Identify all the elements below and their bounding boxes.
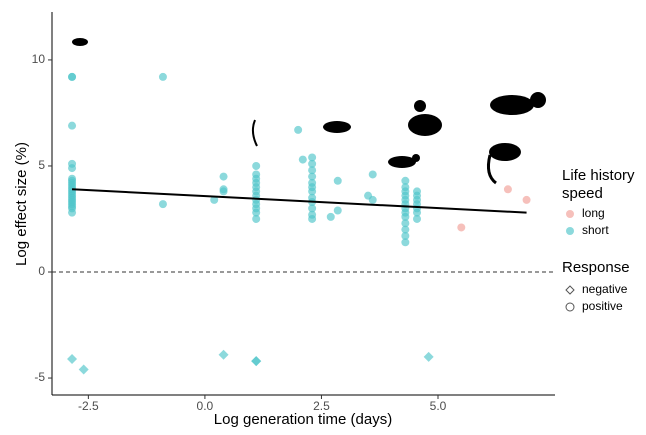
point xyxy=(68,174,77,183)
point xyxy=(308,172,317,181)
point xyxy=(219,172,228,181)
y-tick-label: -5 xyxy=(34,370,45,384)
point xyxy=(401,176,410,185)
point xyxy=(368,195,377,204)
point xyxy=(308,210,317,219)
y-axis-label: Log effect size (%) xyxy=(13,142,30,266)
point xyxy=(333,176,342,185)
legend-key xyxy=(566,227,574,235)
legend-label: negative xyxy=(582,282,628,296)
point xyxy=(401,238,410,247)
point xyxy=(413,187,422,196)
point xyxy=(401,225,410,234)
x-tick-label: 0.0 xyxy=(197,399,214,413)
point xyxy=(218,349,229,360)
legend-title: Response xyxy=(562,259,630,276)
point xyxy=(78,364,89,375)
point xyxy=(68,72,77,81)
point xyxy=(401,219,410,228)
point xyxy=(368,170,377,179)
x-tick-label: -2.5 xyxy=(78,399,99,413)
point xyxy=(252,161,261,170)
point xyxy=(308,153,317,162)
point xyxy=(68,121,77,130)
point xyxy=(401,183,410,192)
trend-line xyxy=(71,188,527,214)
x-axis-label: Log generation time (days) xyxy=(214,411,392,428)
silhouettes xyxy=(72,38,546,185)
point xyxy=(308,178,317,187)
point xyxy=(308,193,317,202)
point xyxy=(423,351,434,362)
point xyxy=(333,206,342,215)
y-tick-label: 5 xyxy=(38,158,45,172)
point xyxy=(413,214,422,223)
point xyxy=(308,159,317,168)
point xyxy=(503,185,512,194)
x-tick-label: 5.0 xyxy=(430,399,447,413)
point xyxy=(308,166,317,175)
point xyxy=(326,212,335,221)
x-tick-label: 2.5 xyxy=(313,399,330,413)
point xyxy=(251,356,262,367)
legend-key xyxy=(565,302,575,312)
point xyxy=(158,72,167,81)
legend-title: speed xyxy=(562,185,603,202)
point xyxy=(219,185,228,194)
point xyxy=(252,170,261,179)
point xyxy=(252,214,261,223)
point xyxy=(457,223,466,232)
y-tick-label: 10 xyxy=(32,52,46,66)
legend-label: short xyxy=(582,223,609,237)
point xyxy=(522,195,531,204)
point xyxy=(308,204,317,213)
legend-key xyxy=(566,210,574,218)
point xyxy=(294,125,303,134)
point xyxy=(67,353,78,364)
legend-label: long xyxy=(582,206,605,220)
point xyxy=(298,155,307,164)
legend-key xyxy=(565,285,575,295)
point xyxy=(158,200,167,209)
point xyxy=(210,195,219,204)
point xyxy=(68,159,77,168)
legend-title: Life history xyxy=(562,167,635,184)
y-tick-label: 0 xyxy=(38,264,45,278)
legend-label: positive xyxy=(582,299,623,313)
point xyxy=(401,231,410,240)
